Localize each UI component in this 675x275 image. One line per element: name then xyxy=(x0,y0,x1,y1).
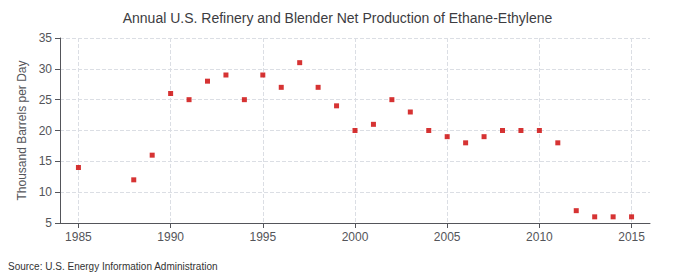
svg-text:1995: 1995 xyxy=(249,230,276,244)
svg-text:2015: 2015 xyxy=(618,230,645,244)
svg-text:Thousand Barrels per Day: Thousand Barrels per Day xyxy=(15,60,29,200)
svg-text:15: 15 xyxy=(39,154,53,168)
svg-text:2005: 2005 xyxy=(434,230,461,244)
svg-text:2010: 2010 xyxy=(526,230,553,244)
svg-text:5: 5 xyxy=(45,216,52,230)
svg-text:30: 30 xyxy=(39,62,53,76)
svg-text:Annual U.S. Refinery and Blend: Annual U.S. Refinery and Blender Net Pro… xyxy=(123,10,553,26)
svg-text:Source: U.S. Energy Informatio: Source: U.S. Energy Information Administ… xyxy=(8,261,218,272)
svg-text:1990: 1990 xyxy=(157,230,184,244)
svg-text:25: 25 xyxy=(39,93,53,107)
svg-text:2000: 2000 xyxy=(342,230,369,244)
svg-text:10: 10 xyxy=(39,185,53,199)
svg-text:20: 20 xyxy=(39,124,53,138)
svg-text:35: 35 xyxy=(39,31,53,45)
svg-text:1985: 1985 xyxy=(65,230,92,244)
